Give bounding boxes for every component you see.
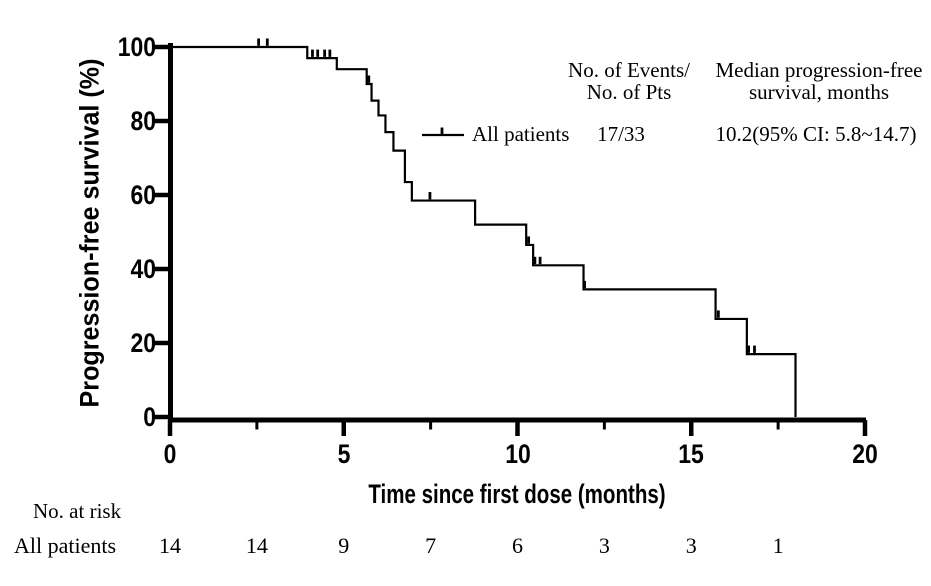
x-tick-label: 5 (337, 439, 351, 469)
median-header-line1: Median progression-free (715, 58, 923, 82)
risk-value: 3 (685, 533, 697, 558)
events-column-header: No. of Events/ No. of Pts (568, 59, 690, 103)
y-axis-title: Progression-free survival (%) (74, 58, 105, 408)
y-tick-label: 60 (130, 180, 156, 210)
risk-value: 7 (425, 533, 437, 558)
y-tick-label: 0 (143, 402, 156, 432)
survival-curve-key-icon (422, 127, 464, 137)
median-column-header: Median progression-free survival, months (715, 59, 922, 103)
risk-value: 3 (598, 533, 610, 558)
risk-value: 9 (338, 533, 350, 558)
survival-curve (170, 45, 797, 417)
x-tick-label: 20 (852, 439, 878, 469)
y-tick-label: 40 (130, 254, 156, 284)
risk-value: 14 (159, 533, 181, 558)
risk-table-row-label: All patients (14, 533, 117, 558)
legend-events-value: 17/33 (597, 122, 645, 146)
x-tick-label: 15 (678, 439, 705, 469)
risk-value: 14 (245, 533, 268, 558)
events-header-line1: No. of Events/ (568, 58, 690, 82)
x-tick-label: 10 (504, 439, 531, 469)
median-header-line2: survival, months (748, 80, 889, 104)
legend-median-value: 10.2(95% CI: 5.8~14.7) (715, 122, 917, 146)
risk-value: 6 (512, 533, 523, 558)
risk-table-title: No. at risk (33, 499, 122, 523)
legend-series-name: All patients (472, 122, 570, 146)
x-tick-label: 0 (163, 439, 177, 469)
y-tick-label: 20 (130, 328, 156, 358)
y-tick-label: 100 (117, 32, 156, 62)
x-axis-title: Time since first dose (months) (368, 479, 666, 509)
events-header-line2: No. of Pts (586, 80, 672, 104)
y-tick-label: 80 (130, 106, 156, 136)
risk-value: 1 (772, 533, 784, 558)
